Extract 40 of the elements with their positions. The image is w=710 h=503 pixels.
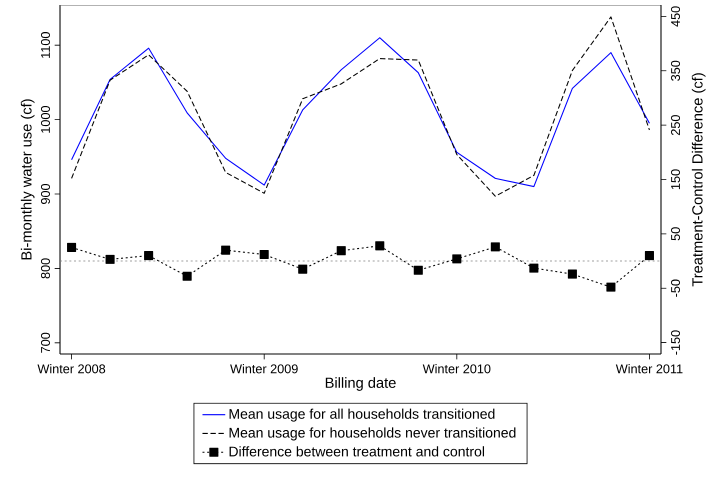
point <box>414 266 423 275</box>
y2-tick-label: -50 <box>671 280 680 297</box>
point <box>221 246 230 255</box>
y2-tick-label: 250 <box>671 115 680 136</box>
y-tick-label: 1100 <box>40 32 50 58</box>
point <box>260 250 269 260</box>
y-tick-label: 800 <box>40 258 50 278</box>
x-tick-label: Winter 2011 <box>616 364 682 374</box>
point <box>182 272 192 281</box>
x-tick-label: Winter 2008 <box>37 364 106 374</box>
y-tick-label: 900 <box>40 184 50 204</box>
line-series <box>71 16 650 197</box>
point <box>67 242 76 252</box>
legend-label: Difference between treatment and control <box>230 446 484 456</box>
legend-label: Mean usage for all households transitioned <box>230 408 494 422</box>
point <box>144 251 154 260</box>
y2-axis-title: Treatment-Control Difference (cf) <box>692 73 706 286</box>
y-tick-label: 700 <box>40 332 50 353</box>
point <box>490 242 500 252</box>
point <box>529 264 538 273</box>
x-axis-title: Billing date <box>326 377 396 391</box>
point <box>298 264 308 274</box>
x-tick-label: Winter 2009 <box>230 364 298 374</box>
legend-label: Mean usage for households never transitioned <box>230 427 516 440</box>
y2-tick-label: 150 <box>671 169 680 190</box>
line-series <box>71 37 650 188</box>
point <box>452 254 462 264</box>
point <box>375 241 384 250</box>
point <box>606 282 616 292</box>
y2-tick-label: 450 <box>671 6 680 27</box>
point <box>106 254 115 264</box>
point <box>336 246 346 256</box>
point <box>568 270 577 279</box>
y2-tick-label: 50 <box>671 227 680 240</box>
x-tick-label: Winter 2010 <box>422 364 490 374</box>
y2-tick-label: 350 <box>671 60 680 81</box>
y2-tick-label: -150 <box>671 330 680 355</box>
y-tick-label: 1000 <box>40 106 50 133</box>
y-axis-title: Bi-monthly water use (cf) <box>20 99 34 260</box>
point <box>644 251 654 260</box>
